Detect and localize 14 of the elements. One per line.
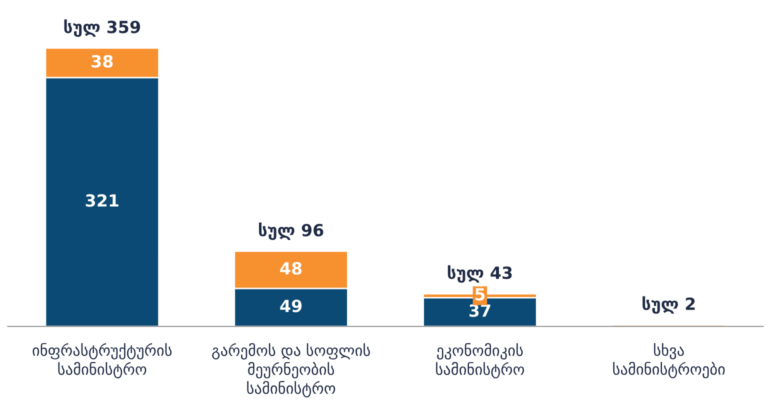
total-label: სულ 96 — [258, 222, 324, 240]
data-label: 38 — [92, 55, 113, 68]
x-tick-label: გარემოს და სოფლის მეურნეობის სამინისტრო — [212, 343, 370, 398]
data-label: 48 — [280, 262, 302, 275]
data-label: 49 — [280, 300, 302, 312]
x-tick-label: ეკონომიკის სამინისტრო — [436, 343, 524, 378]
total-label: სულ 359 — [64, 19, 140, 37]
data-label: 5 — [475, 288, 485, 301]
data-label: 321 — [86, 194, 118, 207]
x-tick-label: ინფრასტრუქტურის სამინისტრო — [32, 343, 172, 378]
x-tick-label: სხვა სამინისტროები — [613, 343, 725, 378]
data-label: 37 — [469, 304, 490, 317]
total-label: სულ 2 — [642, 296, 695, 314]
total-label: სულ 43 — [448, 265, 512, 283]
